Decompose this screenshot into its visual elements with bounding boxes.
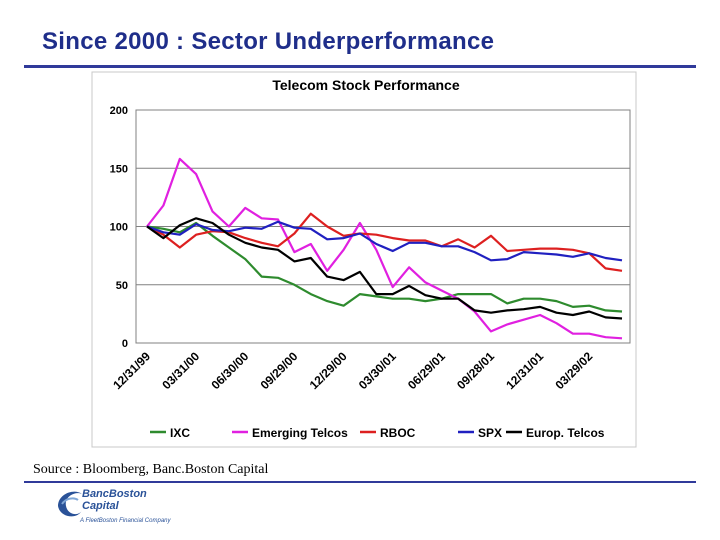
swoosh-logo-icon [58,491,82,517]
chart-title: Telecom Stock Performance [272,77,459,93]
logo-name-line2: Capital [82,500,119,512]
legend-label: IXC [170,426,190,440]
legend-label: RBOC [380,426,416,440]
source-note: Source : Bloomberg, Banc.Boston Capital [33,462,269,477]
telecom-performance-chart: Telecom Stock Performance05010015020012/… [91,71,637,448]
y-tick-label: 150 [110,163,128,175]
logo-tagline: A FleetBoston Financial Company [80,518,171,524]
legend-label: Emerging Telcos [252,426,348,440]
series-line-europ-telcos [146,217,623,320]
series-line-spx [146,220,623,262]
title-divider [24,65,696,68]
series-line-ixc [146,221,623,313]
logo-name: BancBoston [82,488,147,500]
series-line-emerging-telcos [146,157,623,340]
footer-divider [24,481,696,483]
y-tick-label: 100 [110,222,128,234]
y-tick-label: 50 [116,280,128,292]
y-tick-label: 0 [122,338,128,350]
legend-label: Europ. Telcos [526,426,605,440]
slide-title: Since 2000 : Sector Underperformance [42,28,495,55]
legend-label: SPX [478,426,502,440]
y-tick-label: 200 [110,105,128,117]
